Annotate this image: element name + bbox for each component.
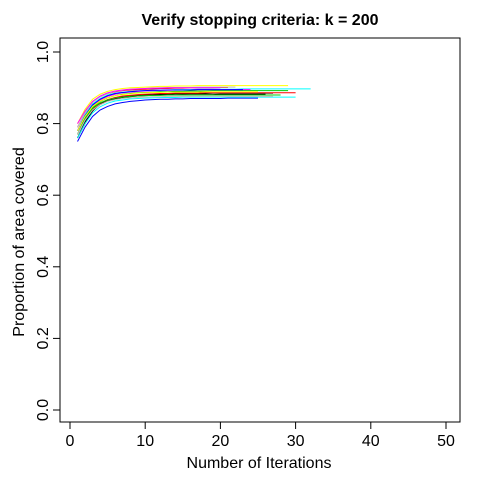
series-line	[77, 94, 281, 135]
series-line	[77, 97, 258, 142]
y-axis-label: Proportion of area covered	[11, 147, 28, 336]
y-tick-label: 1.0	[35, 41, 52, 63]
x-axis: 0 10 20 30 40 50	[66, 421, 455, 450]
x-tick-label: 30	[287, 433, 305, 450]
x-tick-label: 50	[437, 433, 455, 450]
y-tick-label: 0.2	[35, 327, 52, 349]
x-axis-label: Number of Iterations	[187, 455, 332, 472]
y-tick-label: 0.0	[35, 399, 52, 421]
y-tick-label: 0.4	[35, 256, 52, 278]
plot-frame	[59, 37, 461, 423]
series-line	[77, 89, 243, 131]
series-line	[77, 85, 289, 124]
x-tick-label: 20	[212, 433, 230, 450]
series-line	[77, 92, 296, 135]
series-line	[77, 91, 258, 131]
chart-title: Verify stopping criteria: k = 200	[142, 12, 379, 29]
series-line	[77, 87, 221, 124]
y-tick-label: 0.8	[35, 112, 52, 134]
y-tick-label: 0.6	[35, 184, 52, 206]
series-line	[77, 95, 274, 135]
x-tick-label: 10	[136, 433, 154, 450]
series-line	[77, 96, 296, 139]
x-tick-label: 0	[66, 433, 75, 450]
y-axis: 0.0 0.2 0.4 0.6 0.8 1.0	[35, 41, 61, 421]
series-lines	[77, 85, 311, 142]
x-tick-label: 40	[362, 433, 380, 450]
